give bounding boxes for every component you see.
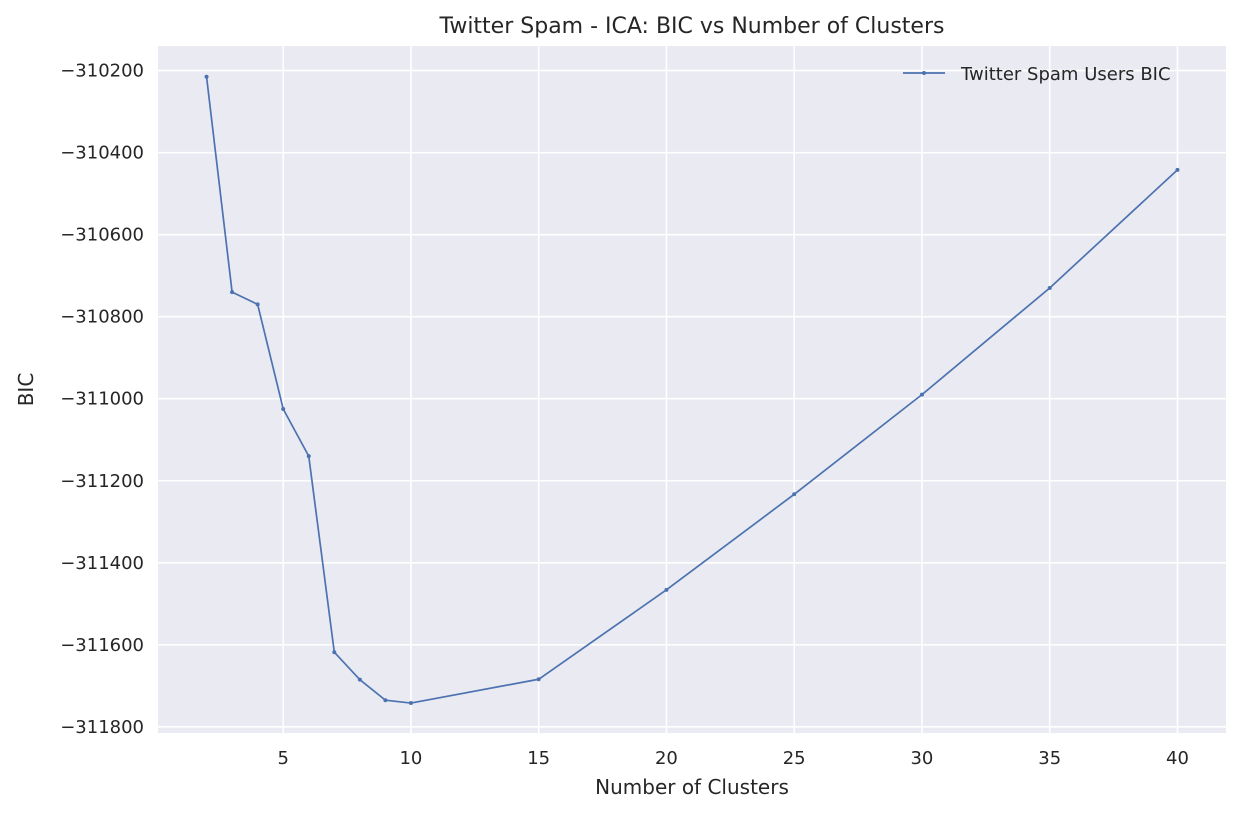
data-point [383,698,388,703]
series-layer [204,74,1180,706]
data-point [536,677,541,682]
x-tick-label: 40 [1166,748,1189,769]
chart-title: Twitter Spam - ICA: BIC vs Number of Clu… [439,14,945,39]
y-tick-label: −311800 [60,717,144,738]
legend-marker-swatch [922,71,926,75]
data-point [255,302,260,307]
x-tick-label: 30 [910,748,933,769]
data-point [1175,167,1180,172]
y-tick-label: −310800 [60,307,144,328]
x-tick-label: 5 [277,748,288,769]
x-tick-label: 15 [527,748,550,769]
data-point [1047,285,1052,290]
x-tick-label: 25 [783,748,806,769]
tick-labels: 5 10 15 20 25 30 35 40 −310200 −310400 −310600 −310… [60,61,1189,769]
x-axis-label: Number of Clusters [595,775,789,799]
y-tick-label: −311200 [60,471,144,492]
data-point [664,587,669,592]
data-point [919,392,924,397]
data-point [281,406,286,411]
data-point [332,650,337,655]
x-tick-label: 10 [399,748,422,769]
data-point [408,701,413,706]
plot-background [158,46,1226,733]
y-tick-label: −310200 [60,61,144,82]
y-axis-label: BIC [14,373,38,407]
data-point [306,454,311,459]
grid-lines [158,46,1226,733]
legend: Twitter Spam Users BIC [903,64,1171,85]
x-tick-label: 20 [655,748,678,769]
y-tick-label: −311600 [60,635,144,656]
y-tick-label: −310600 [60,225,144,246]
data-point [230,290,235,295]
y-tick-label: −311400 [60,553,144,574]
data-point [357,677,362,682]
legend-label: Twitter Spam Users BIC [960,64,1171,85]
data-point [792,492,797,497]
data-point [204,74,209,79]
x-tick-label: 35 [1038,748,1061,769]
y-tick-label: −310400 [60,143,144,164]
y-tick-label: −311000 [60,389,144,410]
